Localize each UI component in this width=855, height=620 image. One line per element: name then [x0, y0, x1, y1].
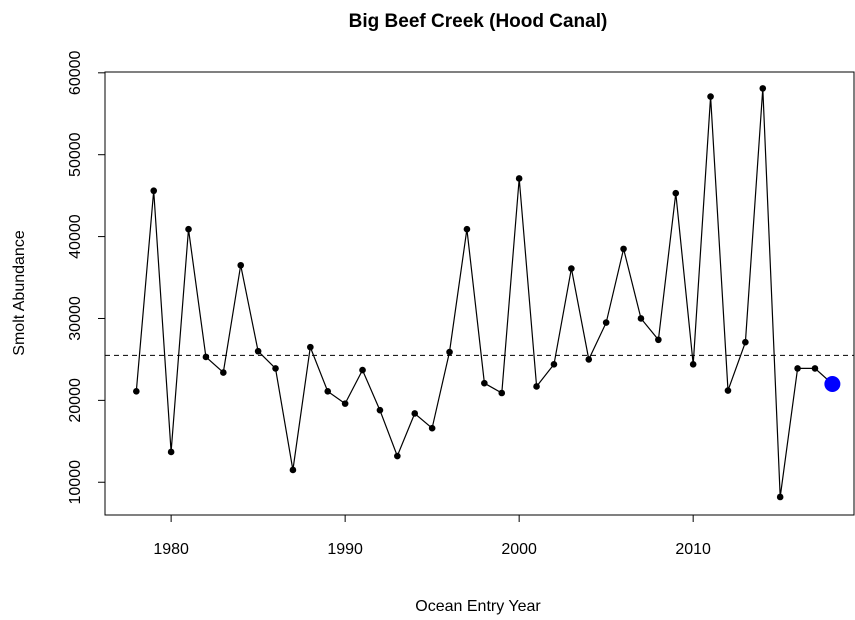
data-point: [237, 261, 245, 269]
data-point: [672, 189, 680, 197]
data-point: [220, 369, 227, 376]
data-point: [133, 388, 140, 395]
data-point: [289, 466, 297, 474]
data-point: [585, 356, 593, 363]
data-point: [463, 225, 471, 233]
y-tick-label: 40000: [67, 214, 84, 259]
data-point: [376, 406, 384, 414]
data-point: [620, 245, 627, 253]
data-point: [185, 225, 192, 233]
x-tick-label: 1980: [153, 541, 189, 558]
data-point: [411, 410, 419, 417]
y-tick-label: 10000: [67, 460, 84, 505]
data-point: [498, 389, 506, 397]
x-tick-label: 2000: [501, 541, 537, 558]
data-point: [359, 366, 366, 374]
data-point: [655, 336, 662, 344]
data-point: [742, 338, 749, 346]
data-point: [446, 348, 453, 356]
data-point: [394, 452, 401, 460]
data-line: [135, 88, 833, 498]
x-tick-label: 1990: [327, 541, 363, 558]
data-point: [428, 424, 436, 432]
data-point: [794, 365, 801, 372]
data-point: [759, 85, 767, 92]
plot-frame: [104, 71, 855, 516]
data-point: [811, 365, 819, 372]
data-point: [202, 353, 210, 361]
y-tick-label: 30000: [67, 296, 84, 341]
data-point: [637, 315, 645, 322]
y-axis-label: Smolt Abundance: [11, 230, 28, 356]
data-point: [533, 383, 540, 390]
data-point: [724, 387, 732, 394]
x-axis-label: Ocean Entry Year: [415, 598, 541, 615]
data-point: [167, 448, 175, 456]
data-point: [568, 265, 575, 272]
data-point: [272, 365, 279, 372]
data-point: [689, 361, 697, 368]
data-point: [707, 93, 714, 100]
y-tick-label: 50000: [67, 132, 84, 177]
data-point: [150, 187, 158, 195]
data-point: [481, 379, 488, 387]
data-point: [602, 319, 610, 326]
x-tick-label: 2010: [675, 541, 711, 558]
data-point: [776, 493, 784, 501]
y-tick-label: 60000: [67, 50, 84, 95]
data-point: [341, 400, 349, 407]
data-point: [324, 388, 332, 395]
data-point: [307, 343, 314, 351]
data-point: [254, 347, 262, 355]
chart-title: Big Beef Creek (Hood Canal): [349, 11, 608, 32]
highlight-point: [824, 375, 841, 392]
y-tick-label: 20000: [67, 378, 84, 423]
data-point: [515, 175, 523, 182]
data-point: [550, 361, 558, 368]
